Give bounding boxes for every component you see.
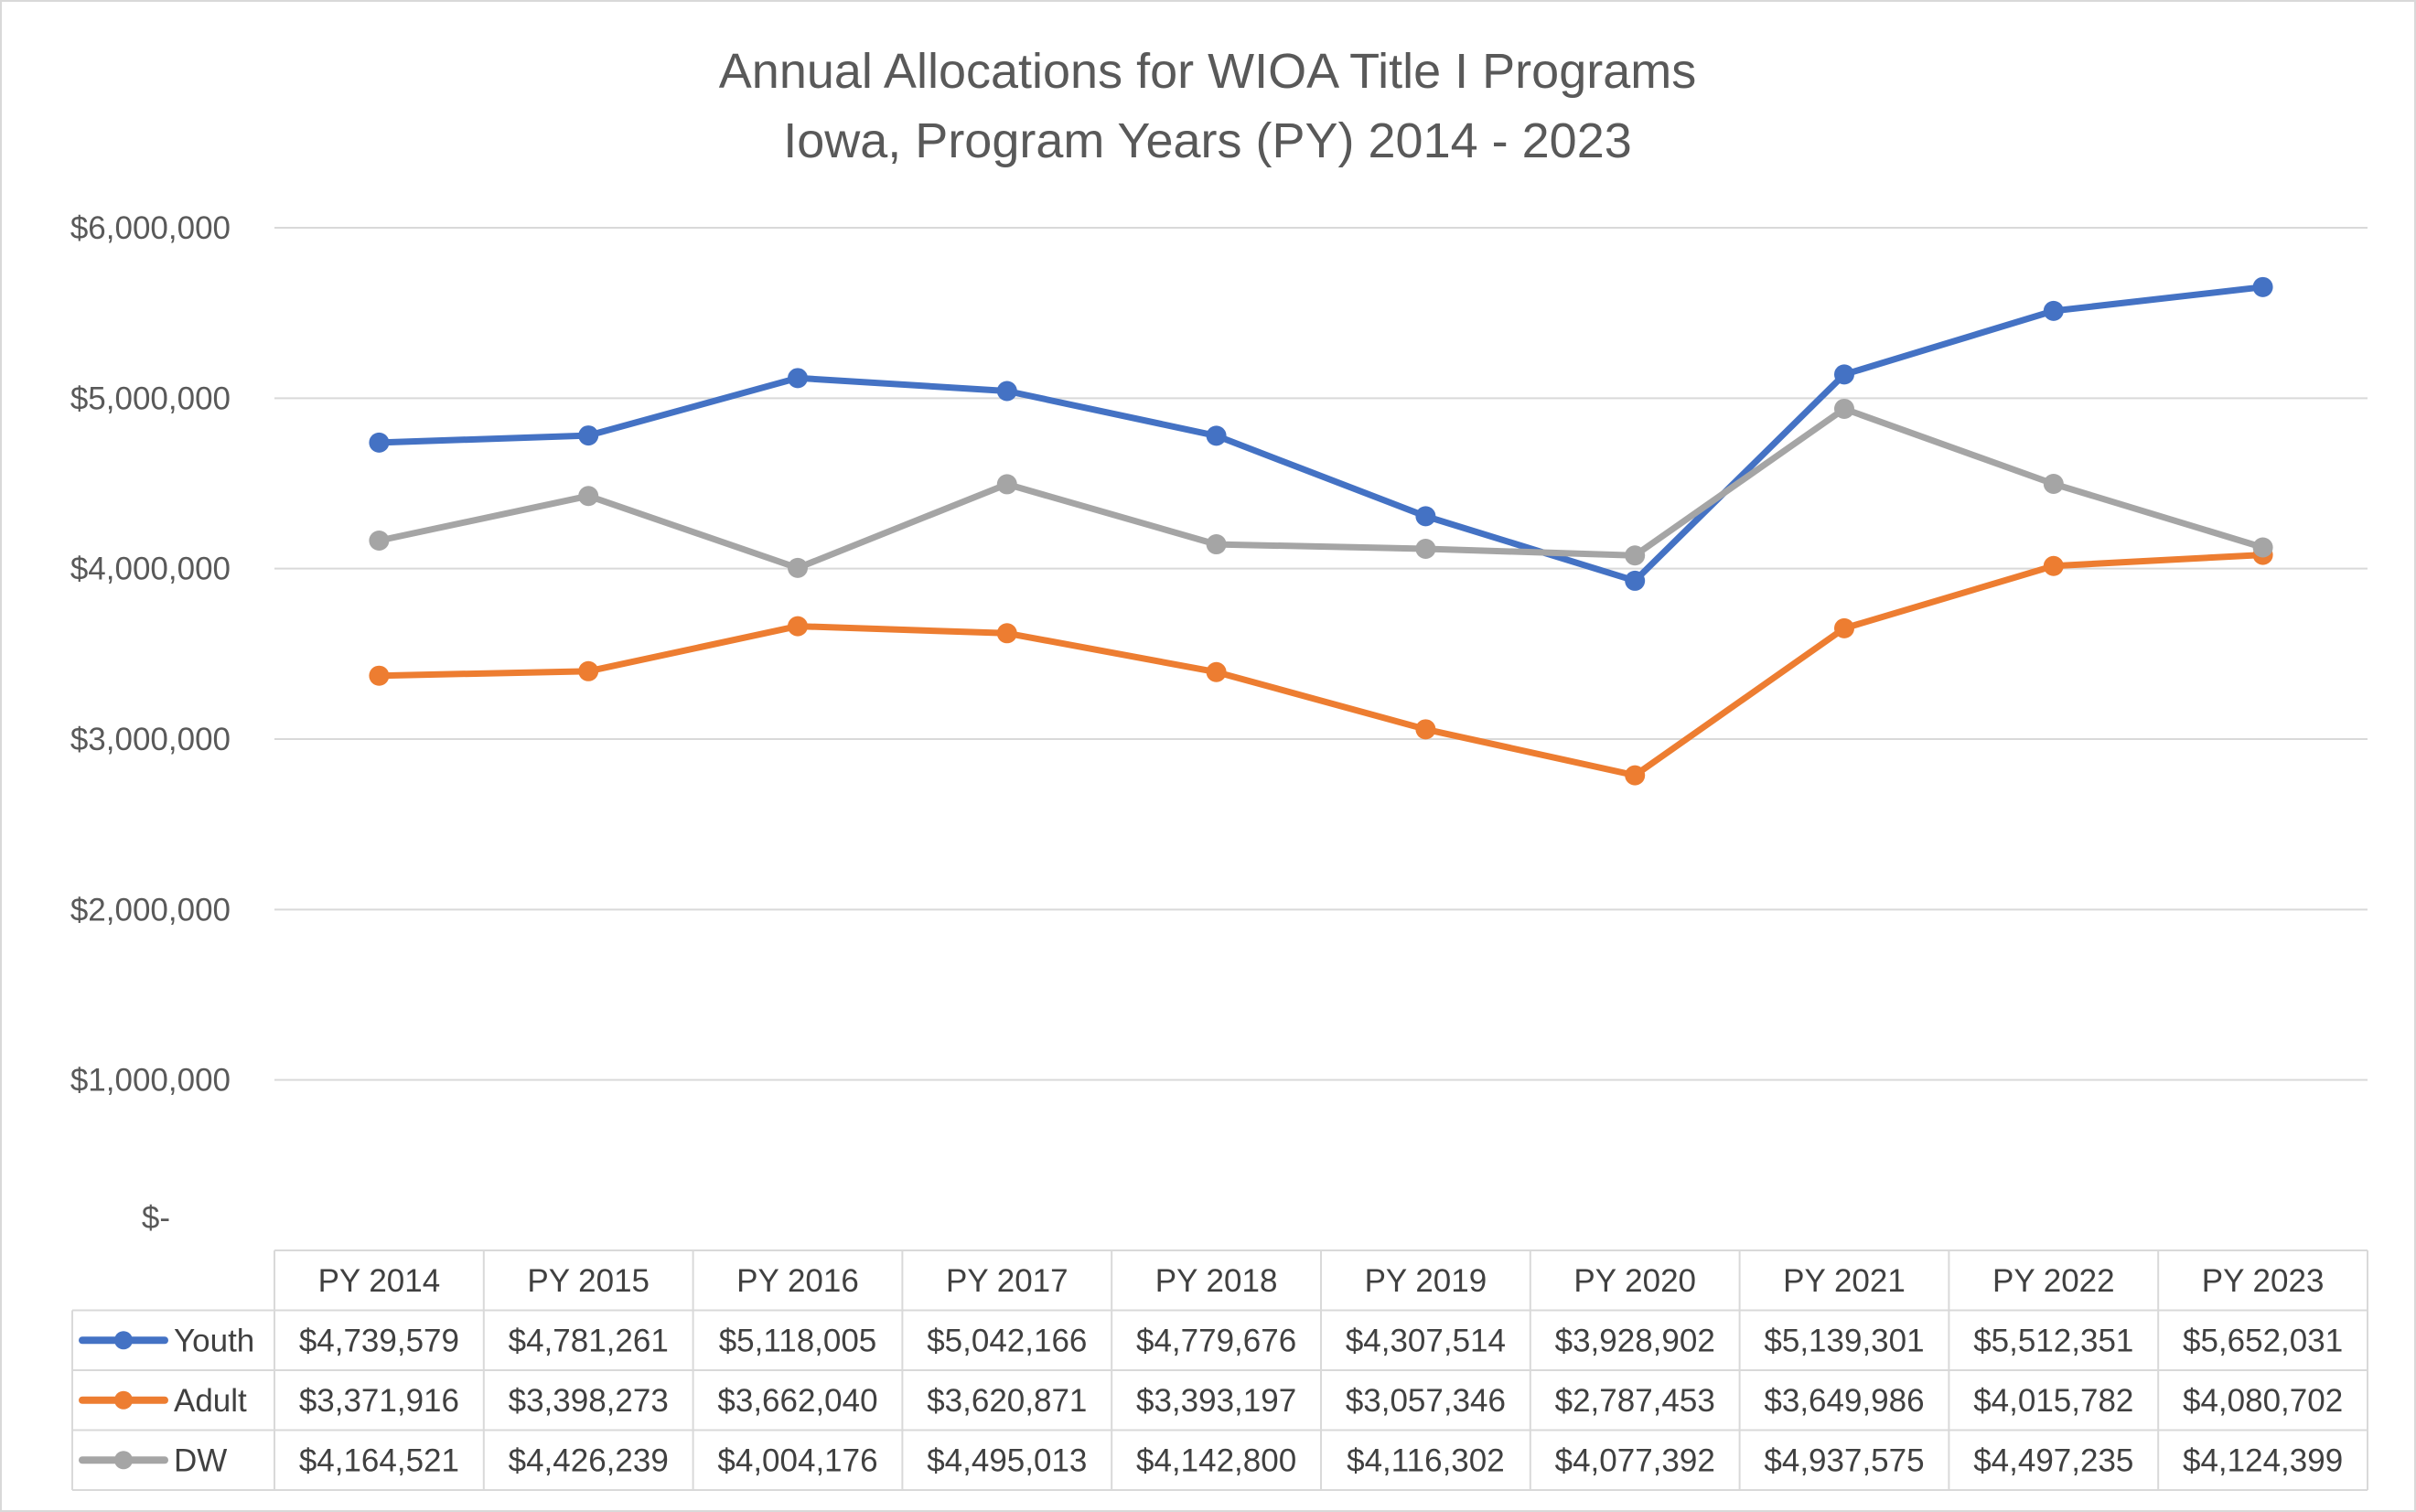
data-point-youth [369, 432, 390, 453]
series-line-dw [375, 405, 2267, 572]
data-table-cell: $4,116,302 [1347, 1442, 1505, 1478]
data-table-cell: $4,781,261 [509, 1323, 669, 1358]
y-tick-label: $1,000,000 [70, 1063, 231, 1099]
data-table-cell: $3,649,986 [1764, 1383, 1924, 1419]
chart-subtitle: Iowa, Program Years (PY) 2014 - 2023 [783, 113, 1632, 168]
legend-marker-youth [114, 1331, 133, 1350]
data-point-dw [1834, 398, 1854, 419]
y-tick-label: $3,000,000 [70, 722, 231, 757]
y-axis: $- $1,000,000 $2,000,000 $3,000,000 $4,000,0… [70, 210, 231, 1236]
y-tick-label: $5,000,000 [70, 381, 231, 416]
data-point-youth [1625, 570, 1646, 591]
data-point-dw [996, 474, 1017, 495]
series-lines [369, 276, 2273, 786]
data-point-youth [578, 425, 599, 446]
y-tick-label: $- [142, 1200, 170, 1236]
data-table-cell: $2,787,453 [1555, 1383, 1715, 1419]
legend-marker-adult [114, 1390, 133, 1410]
data-point-youth [996, 381, 1017, 402]
data-point-dw [1625, 545, 1646, 566]
data-point-youth [1834, 364, 1854, 385]
data-point-youth [2252, 276, 2273, 297]
data-point-dw [1206, 534, 1227, 555]
data-table-cell: $4,142,800 [1136, 1442, 1296, 1478]
data-point-dw [2043, 474, 2064, 495]
data-point-adult [2043, 555, 2064, 576]
data-table-cell: $3,928,902 [1555, 1323, 1715, 1358]
y-tick-label: $2,000,000 [70, 892, 231, 928]
x-category-label: PY 2019 [1365, 1263, 1487, 1299]
data-point-dw [2252, 537, 2273, 558]
data-point-youth [788, 368, 808, 389]
data-point-adult [996, 623, 1017, 644]
data-table-cell: $4,164,521 [299, 1442, 459, 1478]
data-table-cell: $3,662,040 [717, 1383, 877, 1419]
legend-entry-dw: DW [174, 1442, 227, 1478]
series-line-youth [375, 284, 2267, 584]
data-point-adult [788, 616, 808, 637]
data-table-cell: $5,118,005 [719, 1323, 877, 1358]
x-category-label: PY 2023 [2202, 1263, 2325, 1299]
data-table-cell: $4,080,702 [2183, 1383, 2343, 1419]
legend-marker-dw [114, 1451, 133, 1470]
legend-entry-youth: Youth [174, 1323, 254, 1358]
gridlines [274, 227, 2368, 1081]
data-table-cell: $3,620,871 [927, 1383, 1087, 1419]
series-line-adult [375, 552, 2267, 779]
data-point-dw [1415, 538, 1436, 559]
y-tick-label: $4,000,000 [70, 552, 231, 587]
data-table-cell: $4,015,782 [1973, 1383, 2133, 1419]
data-table-cell: $4,937,575 [1764, 1442, 1924, 1478]
x-category-label: PY 2016 [736, 1263, 859, 1299]
data-table-cell: $4,307,514 [1346, 1323, 1506, 1358]
data-table-cell: $4,004,176 [717, 1442, 877, 1478]
data-table-cell: $4,497,235 [1973, 1442, 2133, 1478]
data-point-adult [578, 660, 599, 681]
x-category-label: PY 2018 [1155, 1263, 1278, 1299]
x-category-label: PY 2020 [1573, 1263, 1696, 1299]
data-table-cell: $4,779,676 [1136, 1323, 1296, 1358]
data-table: PY 2014 PY 2015 PY 2016 PY 2017 PY 2018 PY 20… [71, 1249, 2368, 1491]
data-table-cell: $5,042,166 [927, 1323, 1087, 1358]
data-point-dw [578, 486, 599, 507]
data-point-youth [1206, 425, 1227, 446]
x-category-label: PY 2017 [946, 1263, 1068, 1299]
data-table-cell: $3,371,916 [299, 1383, 459, 1419]
x-category-label: PY 2022 [1992, 1263, 2115, 1299]
data-point-youth [2043, 300, 2064, 321]
data-point-adult [1415, 719, 1436, 740]
data-table-cell: $4,426,239 [509, 1442, 669, 1478]
data-table-cell: $5,139,301 [1764, 1323, 1924, 1358]
data-table-cell: $5,512,351 [1973, 1323, 2133, 1358]
data-point-youth [1415, 506, 1436, 527]
data-table-cell: $4,495,013 [927, 1442, 1087, 1478]
data-point-dw [369, 531, 390, 552]
x-category-label: PY 2015 [527, 1263, 650, 1299]
data-table-cell: $4,077,392 [1555, 1442, 1715, 1478]
chart-title: Annual Allocations for WIOA Title I Prog… [719, 44, 1696, 99]
x-category-label: PY 2014 [318, 1263, 441, 1299]
data-table-cell: $3,057,346 [1346, 1383, 1506, 1419]
data-point-adult [1625, 765, 1646, 786]
data-table-cell: $5,652,031 [2183, 1323, 2343, 1358]
data-table-cell: $3,398,273 [509, 1383, 669, 1419]
data-table-cell: $3,393,197 [1136, 1383, 1296, 1419]
x-category-label: PY 2021 [1783, 1263, 1906, 1299]
data-table-cell: $4,739,579 [299, 1323, 459, 1358]
data-point-adult [369, 665, 390, 686]
data-point-dw [788, 557, 808, 578]
legend-entry-adult: Adult [174, 1383, 247, 1419]
y-tick-label: $6,000,000 [70, 210, 231, 246]
data-point-adult [1834, 617, 1854, 638]
data-table-cell: $4,124,399 [2183, 1442, 2343, 1478]
data-point-adult [1206, 661, 1227, 682]
